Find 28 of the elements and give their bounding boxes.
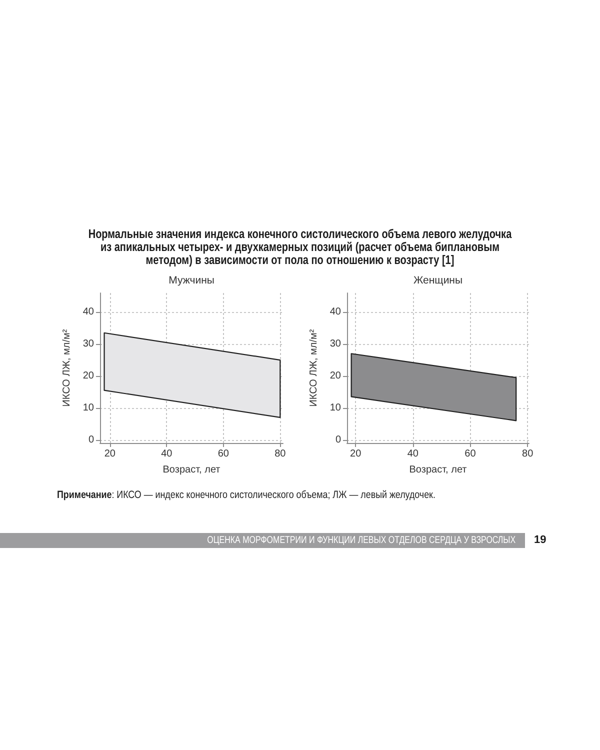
x-tick-label: 20 (350, 448, 362, 460)
y-tick-label: 40 (82, 306, 94, 318)
chart-title: Мужчины (168, 274, 214, 286)
x-tick-label: 60 (464, 448, 476, 460)
x-tick-label: 40 (161, 448, 173, 460)
y-tick-label: 0 (88, 434, 94, 446)
text: Примечание: ИКСО — индекс конечного систолического объема; ЛЖ — левый желудочек. (57, 489, 436, 501)
x-tick-label: 60 (218, 448, 230, 460)
text: Нормальные значения индекса конечного систолического объема левого желудочка из апикальных четырех- и двухкамерных позиций (расчет объема биплановым методом) в зависимости от пола по отношению к возрасту [1] (87, 227, 513, 267)
y-tick-label: 40 (330, 306, 342, 318)
x-axis-title: Возраст, лет (409, 464, 468, 476)
y-axis-title: ИКСО ЛЖ, мл/м² (308, 328, 320, 407)
chart-title: Женщины (413, 274, 463, 286)
x-tick-label: 20 (104, 448, 116, 460)
y-tick-label: 10 (330, 402, 342, 414)
y-axis-title: ИКСО ЛЖ, мл/м² (61, 328, 72, 407)
x-tick-label: 80 (274, 448, 286, 460)
y-tick-label: 10 (82, 402, 94, 414)
x-tick-label: 40 (407, 448, 419, 460)
y-tick-label: 30 (82, 338, 94, 350)
x-tick-label: 80 (522, 448, 534, 460)
text: 19 (534, 534, 546, 547)
y-tick-label: 30 (330, 338, 342, 350)
y-tick-label: 20 (330, 370, 342, 382)
y-tick-label: 20 (82, 370, 94, 382)
y-tick-label: 0 (335, 434, 342, 446)
x-axis-title: Возраст, лет (162, 464, 221, 476)
text: ОЦЕНКА МОРФОМЕТРИИ И ФУНКЦИИ ЛЕВЫХ ОТДЕЛОВ СЕРДЦА У ВЗРОСЛЫХ (208, 535, 516, 546)
